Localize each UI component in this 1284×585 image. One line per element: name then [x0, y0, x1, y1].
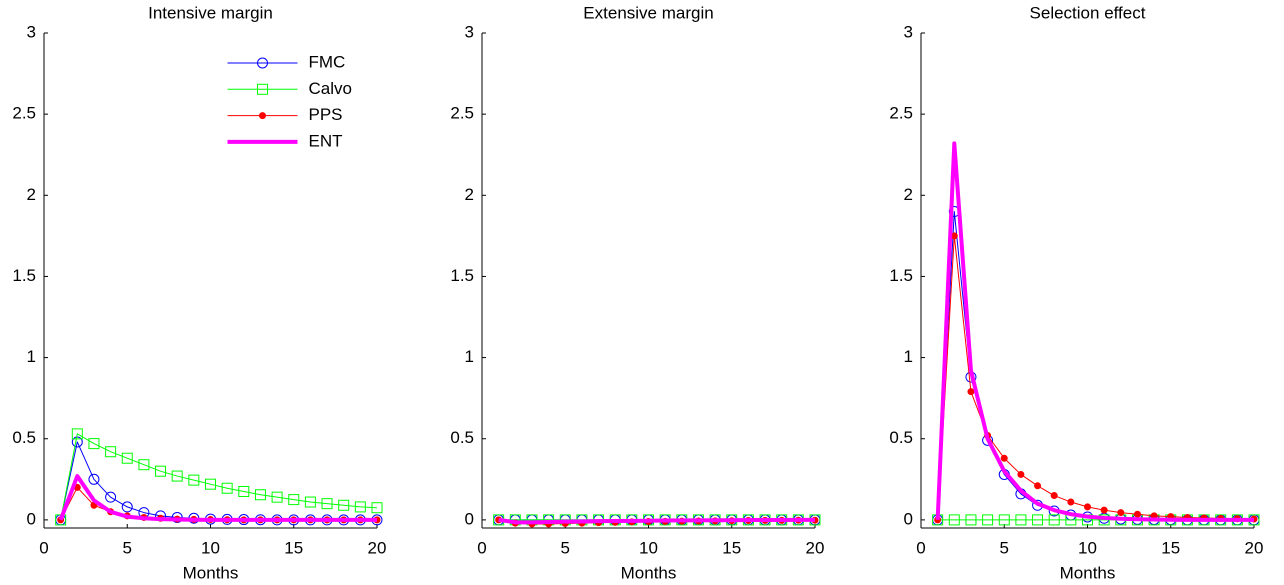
marker	[257, 83, 268, 95]
chart-title: Extensive margin	[583, 3, 713, 22]
y-tick-label: 2	[904, 185, 913, 204]
x-tick-label: 0	[916, 538, 925, 557]
y-tick-label: 0.5	[450, 428, 474, 447]
marker	[948, 514, 960, 526]
marker	[88, 438, 100, 450]
x-axis-label: Months	[183, 563, 239, 582]
marker	[238, 485, 250, 497]
marker	[188, 474, 200, 486]
marker	[338, 499, 350, 511]
marker	[138, 459, 150, 471]
marker	[965, 514, 977, 526]
x-tick-label: 5	[123, 538, 132, 557]
marker	[257, 57, 268, 69]
y-tick-label: 0	[27, 509, 36, 528]
marker	[982, 514, 994, 526]
y-tick-label: 0.5	[12, 428, 36, 447]
marker	[171, 470, 183, 482]
marker	[71, 428, 83, 440]
x-tick-label: 5	[561, 538, 570, 557]
y-tick-label: 1.5	[12, 266, 36, 285]
chart-title: Intensive margin	[148, 3, 273, 22]
y-tick-label: 1	[465, 347, 474, 366]
subplot: Intensive margin Months 0 0.5 1 1.5 2 2.5 3 0 5 10 1…	[12, 3, 386, 582]
marker	[121, 452, 133, 464]
marker	[1034, 482, 1042, 490]
marker	[271, 491, 283, 503]
series-line	[60, 433, 378, 520]
marker	[254, 489, 266, 501]
marker	[1117, 509, 1125, 517]
x-tick-label: 15	[722, 538, 741, 557]
y-tick-label: 3	[465, 22, 474, 41]
y-tick-label: 2	[465, 185, 474, 204]
x-tick-label: 15	[284, 538, 303, 557]
y-tick-label: 1.5	[450, 266, 474, 285]
marker	[121, 501, 133, 513]
y-tick-label: 2.5	[450, 104, 474, 123]
y-tick-label: 0.5	[889, 428, 913, 447]
marker	[1032, 514, 1044, 526]
x-axis-label: Months	[1060, 563, 1116, 582]
marker	[221, 482, 233, 494]
y-tick-label: 0	[465, 509, 474, 528]
marker	[155, 465, 167, 477]
marker	[71, 436, 83, 448]
marker	[105, 446, 117, 458]
legend-label: ENT	[309, 131, 343, 150]
marker	[998, 514, 1010, 526]
x-tick-label: 20	[1245, 538, 1264, 557]
series-line	[498, 517, 815, 525]
x-tick-label: 10	[639, 538, 658, 557]
x-tick-label: 20	[806, 538, 825, 557]
y-tick-label: 2	[27, 185, 36, 204]
legend-label: Calvo	[309, 79, 352, 98]
y-tick-label: 0	[904, 509, 913, 528]
x-axis-label: Months	[621, 563, 677, 582]
marker	[304, 496, 316, 508]
x-tick-label: 10	[201, 538, 220, 557]
marker	[1100, 506, 1108, 514]
marker	[1015, 514, 1027, 526]
x-tick-label: 20	[368, 538, 387, 557]
marker	[354, 501, 366, 513]
marker	[105, 491, 117, 503]
subplot: Extensive margin Months 0 0.5 1 1.5 2 2.5 3 0 5 10 1…	[450, 3, 824, 582]
marker	[967, 388, 975, 396]
y-tick-label: 2.5	[889, 104, 913, 123]
chart-title: Selection effect	[1030, 3, 1146, 22]
x-tick-label: 0	[477, 538, 486, 557]
x-tick-label: 10	[1078, 538, 1097, 557]
marker	[1048, 514, 1060, 526]
marker	[1067, 498, 1075, 506]
y-tick-label: 3	[904, 22, 913, 41]
series-line	[937, 235, 1255, 520]
y-tick-label: 1	[904, 347, 913, 366]
subplot: Selection effect Months 0 0.5 1 1.5 2 2.5 3 0 5 10 1…	[889, 3, 1263, 582]
marker	[1000, 454, 1008, 462]
x-tick-label: 15	[1161, 538, 1180, 557]
marker	[321, 498, 333, 510]
marker	[88, 473, 100, 485]
series-line	[937, 211, 1254, 521]
series-line	[58, 474, 377, 522]
y-tick-label: 3	[27, 22, 36, 41]
marker	[288, 494, 300, 506]
marker	[1133, 510, 1141, 518]
legend-label: PPS	[309, 105, 343, 124]
y-tick-label: 1.5	[889, 266, 913, 285]
marker	[205, 478, 216, 490]
marker	[1084, 503, 1091, 511]
x-tick-label: 0	[39, 538, 48, 557]
marker	[1050, 492, 1058, 500]
y-tick-label: 2.5	[12, 104, 36, 123]
marker	[371, 502, 383, 514]
marker	[1017, 470, 1025, 478]
x-tick-label: 5	[1000, 538, 1009, 557]
legend-label: FMC	[309, 52, 346, 71]
series-line	[935, 141, 1254, 522]
marker	[259, 112, 266, 120]
y-tick-label: 1	[27, 347, 36, 366]
